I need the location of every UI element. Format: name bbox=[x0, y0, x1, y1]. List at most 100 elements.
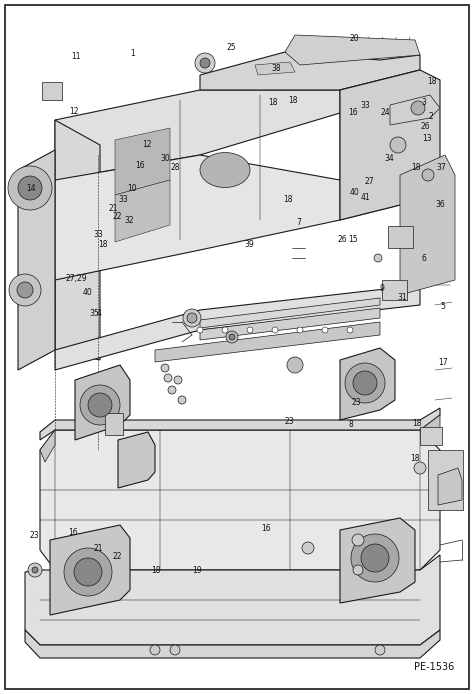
Polygon shape bbox=[50, 525, 130, 615]
Circle shape bbox=[222, 327, 228, 333]
Text: 18: 18 bbox=[152, 566, 161, 575]
Polygon shape bbox=[25, 555, 440, 645]
Polygon shape bbox=[340, 348, 395, 420]
Text: 28: 28 bbox=[171, 164, 180, 172]
Text: 18: 18 bbox=[410, 454, 419, 462]
Text: 1: 1 bbox=[130, 49, 135, 58]
Text: 24: 24 bbox=[380, 108, 390, 117]
Polygon shape bbox=[118, 432, 155, 488]
Text: 39: 39 bbox=[244, 240, 254, 248]
Text: 27: 27 bbox=[365, 178, 374, 186]
Bar bbox=[428, 450, 463, 510]
Text: 2: 2 bbox=[429, 112, 434, 121]
Polygon shape bbox=[340, 70, 420, 220]
Text: 11: 11 bbox=[71, 53, 81, 61]
Polygon shape bbox=[420, 415, 440, 445]
Text: 13: 13 bbox=[422, 135, 431, 143]
Polygon shape bbox=[340, 70, 440, 220]
Circle shape bbox=[414, 462, 426, 474]
Polygon shape bbox=[390, 95, 440, 125]
Polygon shape bbox=[255, 62, 295, 75]
Circle shape bbox=[74, 558, 102, 586]
Text: 15: 15 bbox=[348, 235, 358, 244]
Polygon shape bbox=[400, 155, 455, 295]
Text: 4: 4 bbox=[97, 310, 102, 318]
Text: 36: 36 bbox=[435, 201, 445, 209]
Circle shape bbox=[164, 374, 172, 382]
Text: 27,29: 27,29 bbox=[65, 275, 87, 283]
Text: 25: 25 bbox=[227, 43, 236, 51]
Text: 23: 23 bbox=[29, 532, 39, 540]
Circle shape bbox=[374, 254, 382, 262]
Bar bbox=[420, 427, 442, 445]
Circle shape bbox=[302, 542, 314, 554]
Text: 40: 40 bbox=[350, 189, 359, 197]
Circle shape bbox=[229, 334, 235, 340]
Circle shape bbox=[375, 645, 385, 655]
Text: 23: 23 bbox=[284, 418, 294, 426]
Text: 18: 18 bbox=[411, 164, 421, 172]
Text: 18: 18 bbox=[283, 196, 293, 204]
Text: 16: 16 bbox=[135, 161, 145, 169]
Text: 23: 23 bbox=[352, 398, 361, 407]
Circle shape bbox=[197, 327, 203, 333]
Text: 12: 12 bbox=[69, 107, 78, 115]
Circle shape bbox=[297, 327, 303, 333]
Circle shape bbox=[345, 363, 385, 403]
Circle shape bbox=[18, 176, 42, 200]
Polygon shape bbox=[285, 35, 420, 65]
Circle shape bbox=[411, 101, 425, 115]
Text: 18: 18 bbox=[428, 78, 437, 86]
Circle shape bbox=[17, 282, 33, 298]
Circle shape bbox=[351, 534, 399, 582]
Circle shape bbox=[170, 645, 180, 655]
Text: 26: 26 bbox=[421, 122, 430, 130]
Circle shape bbox=[272, 327, 278, 333]
Text: 35: 35 bbox=[89, 310, 99, 318]
Polygon shape bbox=[40, 430, 440, 570]
Circle shape bbox=[195, 53, 215, 73]
Polygon shape bbox=[155, 322, 380, 362]
Polygon shape bbox=[55, 90, 350, 180]
Bar bbox=[388, 226, 413, 248]
Polygon shape bbox=[115, 180, 170, 242]
Text: 9: 9 bbox=[379, 284, 384, 292]
Circle shape bbox=[187, 313, 197, 323]
Text: 34: 34 bbox=[385, 154, 394, 162]
Text: 33: 33 bbox=[118, 196, 128, 204]
Text: 8: 8 bbox=[348, 421, 353, 429]
Text: 16: 16 bbox=[348, 108, 358, 117]
Text: 37: 37 bbox=[437, 164, 447, 172]
Polygon shape bbox=[40, 408, 440, 440]
Polygon shape bbox=[55, 120, 100, 360]
Text: 22: 22 bbox=[113, 212, 122, 221]
Polygon shape bbox=[55, 155, 340, 280]
Text: 19: 19 bbox=[192, 566, 201, 575]
Circle shape bbox=[9, 274, 41, 306]
Circle shape bbox=[353, 371, 377, 395]
Text: PE-1536: PE-1536 bbox=[414, 662, 454, 672]
Text: 21: 21 bbox=[108, 204, 118, 212]
Circle shape bbox=[361, 544, 389, 572]
Circle shape bbox=[287, 357, 303, 373]
Polygon shape bbox=[40, 430, 55, 462]
Text: 31: 31 bbox=[397, 293, 407, 301]
Text: 18: 18 bbox=[268, 99, 277, 107]
Circle shape bbox=[178, 396, 186, 404]
Text: 10: 10 bbox=[127, 185, 137, 193]
Polygon shape bbox=[55, 285, 420, 370]
Text: 16: 16 bbox=[69, 529, 78, 537]
Text: 17: 17 bbox=[438, 358, 448, 366]
Polygon shape bbox=[25, 630, 440, 658]
Text: 6: 6 bbox=[422, 254, 427, 262]
Circle shape bbox=[390, 137, 406, 153]
Bar bbox=[42, 82, 62, 100]
Circle shape bbox=[161, 364, 169, 372]
Polygon shape bbox=[438, 468, 462, 505]
Circle shape bbox=[8, 166, 52, 210]
Text: 41: 41 bbox=[361, 194, 371, 202]
Bar bbox=[105, 413, 123, 435]
Circle shape bbox=[150, 645, 160, 655]
Circle shape bbox=[168, 386, 176, 394]
Text: 5: 5 bbox=[441, 303, 446, 311]
